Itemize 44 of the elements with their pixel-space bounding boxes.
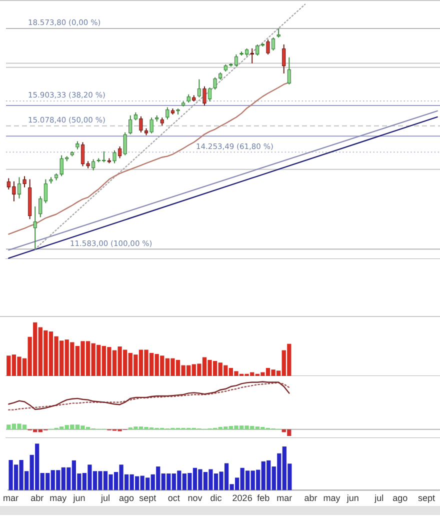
x-tick-label: jul: [374, 493, 384, 504]
x-tick-label: may: [323, 493, 341, 504]
candlestick: [287, 56, 292, 85]
x-tick-label: jul: [100, 493, 110, 504]
x-tick-label: jun: [72, 493, 86, 504]
candlestick: [112, 150, 116, 164]
candlestick: [118, 146, 122, 159]
candlestick: [250, 48, 254, 64]
candlestick: [80, 142, 85, 167]
candlestick: [33, 206, 38, 250]
x-tick-label: abr: [30, 493, 44, 504]
candlestick: [38, 196, 42, 218]
x-tick-label: may: [50, 493, 68, 504]
candlestick: [6, 178, 11, 190]
candlestick: [17, 176, 22, 199]
x-tick-label: sept: [418, 493, 436, 504]
candlestick: [44, 178, 48, 204]
x-tick-label: oct: [168, 493, 180, 504]
candlestick: [150, 117, 154, 134]
candlestick: [123, 132, 127, 156]
x-tick-label: feb: [257, 493, 270, 504]
candlestick: [202, 86, 206, 106]
candlestick: [234, 54, 238, 67]
x-tick-label: sept: [139, 493, 157, 504]
candlestick: [166, 106, 170, 120]
candlestick: [208, 87, 212, 102]
candlestick: [60, 154, 64, 177]
x-tick-label: ago: [392, 493, 408, 504]
x-tick-label: jun: [346, 493, 359, 504]
candlestick: [128, 114, 132, 135]
candlestick: [282, 44, 286, 74]
x-tick-label: nov: [188, 493, 203, 504]
candlestick: [271, 36, 276, 51]
x-tick-label: dic: [210, 493, 222, 504]
x-tick-label: mar: [3, 493, 19, 504]
x-tick-label: ago: [119, 493, 134, 504]
candlestick: [197, 78, 202, 98]
candlestick: [91, 158, 96, 171]
x-tick-label: 2026: [232, 493, 252, 504]
x-tick-label: abr: [304, 493, 318, 504]
candlestick: [12, 180, 16, 202]
candlestick: [266, 39, 270, 55]
x-tick-label: mar: [276, 493, 292, 504]
candlestick: [22, 176, 26, 188]
